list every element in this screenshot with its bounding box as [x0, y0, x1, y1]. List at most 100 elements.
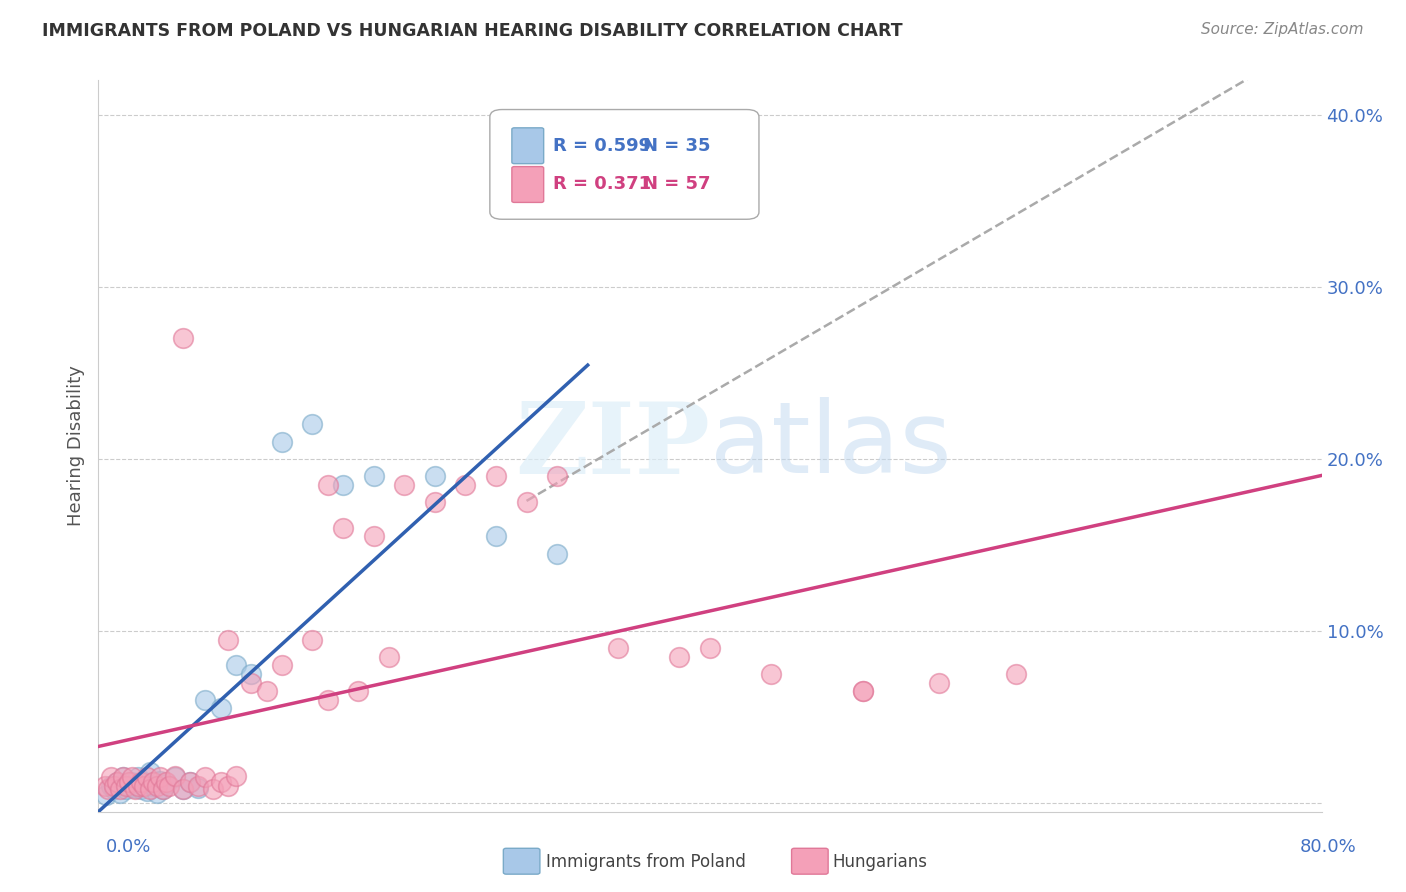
- Point: [172, 782, 194, 797]
- Point: [378, 649, 401, 664]
- Point: [172, 331, 194, 345]
- Point: [152, 782, 174, 797]
- Text: R = 0.371: R = 0.371: [554, 175, 651, 194]
- FancyBboxPatch shape: [512, 128, 544, 163]
- Point: [316, 693, 339, 707]
- Point: [699, 641, 721, 656]
- Point: [108, 786, 131, 800]
- FancyBboxPatch shape: [489, 110, 759, 219]
- Point: [163, 770, 186, 784]
- Point: [118, 775, 141, 789]
- Point: [209, 701, 232, 715]
- Point: [129, 775, 152, 789]
- Point: [347, 684, 370, 698]
- Point: [129, 782, 152, 797]
- Point: [97, 782, 120, 797]
- Point: [136, 784, 159, 798]
- Point: [256, 684, 278, 698]
- Point: [392, 477, 416, 491]
- Point: [516, 495, 538, 509]
- Point: [111, 770, 134, 784]
- Point: [759, 667, 782, 681]
- Text: N = 57: N = 57: [643, 175, 710, 194]
- Point: [301, 417, 323, 432]
- Point: [111, 770, 134, 784]
- Point: [423, 469, 446, 483]
- Point: [139, 782, 162, 797]
- Point: [270, 434, 292, 449]
- Point: [316, 477, 339, 491]
- Point: [852, 684, 875, 698]
- Point: [136, 770, 159, 784]
- Point: [225, 768, 247, 782]
- Point: [145, 786, 167, 800]
- Point: [240, 675, 263, 690]
- Point: [127, 770, 149, 784]
- Text: Source: ZipAtlas.com: Source: ZipAtlas.com: [1201, 22, 1364, 37]
- Point: [423, 495, 446, 509]
- Point: [187, 780, 209, 795]
- Text: R = 0.599: R = 0.599: [554, 137, 651, 155]
- Point: [668, 649, 690, 664]
- Point: [115, 779, 138, 793]
- Point: [127, 779, 149, 793]
- Text: 80.0%: 80.0%: [1301, 838, 1357, 855]
- Point: [139, 765, 162, 780]
- Point: [152, 782, 174, 797]
- Point: [100, 779, 122, 793]
- Point: [194, 770, 217, 784]
- Point: [363, 529, 385, 543]
- Text: ZIP: ZIP: [515, 398, 710, 494]
- Point: [852, 684, 875, 698]
- FancyBboxPatch shape: [512, 167, 544, 202]
- Point: [217, 779, 239, 793]
- Point: [105, 775, 128, 789]
- Point: [142, 779, 165, 793]
- Point: [301, 632, 323, 647]
- Point: [94, 788, 117, 802]
- Point: [134, 775, 156, 789]
- Point: [454, 477, 477, 491]
- Point: [607, 641, 630, 656]
- Point: [546, 547, 568, 561]
- Point: [121, 775, 143, 789]
- Point: [100, 770, 122, 784]
- Point: [332, 477, 354, 491]
- Point: [217, 632, 239, 647]
- Point: [134, 779, 156, 793]
- Point: [124, 782, 146, 797]
- Point: [163, 768, 186, 782]
- Point: [928, 675, 950, 690]
- Point: [332, 521, 354, 535]
- Point: [103, 782, 125, 797]
- Text: Hungarians: Hungarians: [832, 853, 928, 871]
- Point: [225, 658, 247, 673]
- Point: [202, 782, 225, 797]
- Text: 0.0%: 0.0%: [105, 838, 150, 855]
- Point: [363, 469, 385, 483]
- Point: [240, 667, 263, 681]
- Point: [1004, 667, 1026, 681]
- Point: [103, 779, 125, 793]
- Point: [187, 779, 209, 793]
- Point: [485, 469, 508, 483]
- Point: [172, 782, 194, 797]
- Point: [115, 782, 138, 797]
- Point: [155, 775, 177, 789]
- Point: [157, 779, 180, 793]
- Y-axis label: Hearing Disability: Hearing Disability: [66, 366, 84, 526]
- Point: [485, 529, 508, 543]
- Point: [108, 782, 131, 797]
- Point: [155, 777, 177, 791]
- Point: [124, 780, 146, 795]
- Point: [145, 779, 167, 793]
- Point: [194, 693, 217, 707]
- Point: [179, 775, 201, 789]
- Text: IMMIGRANTS FROM POLAND VS HUNGARIAN HEARING DISABILITY CORRELATION CHART: IMMIGRANTS FROM POLAND VS HUNGARIAN HEAR…: [42, 22, 903, 40]
- Point: [209, 775, 232, 789]
- Point: [546, 469, 568, 483]
- Point: [179, 775, 201, 789]
- Text: atlas: atlas: [710, 398, 952, 494]
- Text: N = 35: N = 35: [643, 137, 710, 155]
- Point: [93, 779, 115, 793]
